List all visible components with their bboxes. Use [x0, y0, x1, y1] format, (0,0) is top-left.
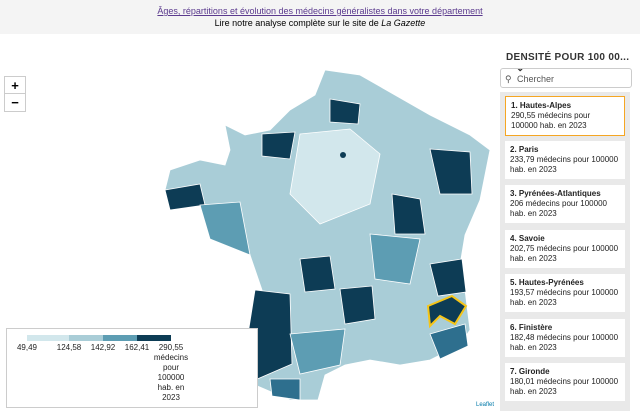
legend-unit: médecins pour 100000 hab. en 2023: [153, 353, 189, 402]
region: [199, 201, 251, 256]
item-text: 202,75 médecins pour 100000 hab. en 2023: [510, 243, 619, 263]
ranking-item[interactable]: 3. Pyrénées-Atlantiques 206 médecins pour…: [505, 185, 625, 223]
zoom-out[interactable]: −: [4, 93, 26, 112]
search-icon: ⚲: [505, 74, 512, 84]
legend-swatch: [103, 335, 137, 341]
item-name: 3. Pyrénées-Atlantiques: [510, 189, 601, 198]
legend-swatch: [27, 335, 69, 341]
item-name: 7. Gironde: [510, 367, 550, 376]
region: [429, 258, 467, 297]
item-name: 5. Hautes-Pyrénées: [510, 278, 584, 287]
region: [299, 255, 336, 293]
legend-label: 49,49: [16, 343, 38, 352]
legend-label: 290,55: [158, 343, 184, 352]
header-subtitle: Lire notre analyse complète sur le site …: [214, 18, 379, 28]
legend-label: 142,92: [90, 343, 116, 352]
search-placeholder: Chercher: [517, 74, 555, 84]
map: [164, 69, 491, 401]
region: [339, 285, 376, 325]
ranking-item[interactable]: 7. Gironde 180,01 médecins pour 100000 ha…: [505, 363, 625, 401]
item-name: 1. Hautes-Alpes: [511, 101, 572, 110]
region: [289, 128, 381, 225]
region: [391, 193, 426, 235]
ranking-item[interactable]: 4. Savoie 202,75 médecins pour 100000 hab…: [505, 229, 625, 268]
header-source: La Gazette: [381, 18, 426, 28]
region: [429, 323, 469, 360]
ranking-item[interactable]: 2. Paris 233,79 médecins pour 100000 hab.…: [505, 140, 625, 179]
item-name: 4. Savoie: [510, 233, 545, 243]
zoom-in[interactable]: +: [4, 76, 26, 95]
ranking-list: 1. Hautes-Alpes 290,55 médecins pour 1000…: [500, 92, 630, 411]
legend-label: 124,58: [56, 343, 82, 352]
header-title[interactable]: Âges, répartitions et évolution des méde…: [157, 6, 483, 16]
header: Âges, répartitions et évolution des méde…: [0, 0, 640, 34]
region: [247, 289, 293, 381]
item-text: 206 médecins pour 100000 hab. en 2023: [510, 199, 607, 218]
region: [269, 378, 301, 401]
legend: 49,49 124,58 142,92 162,41 290,55 médecins po…: [6, 328, 258, 408]
item-text: 180,01 médecins pour 100000 hab. en 2023: [510, 377, 619, 396]
item-text: 193,57 médecins pour 100000 hab. en 2023: [510, 288, 619, 307]
item-text: 182,48 médecins pour 100000 hab. en 2023: [510, 332, 619, 352]
legend-bar: [27, 335, 171, 341]
item-name: 2. Paris: [510, 144, 539, 154]
legend-swatch: [137, 335, 171, 341]
ranking-item[interactable]: 1. Hautes-Alpes 290,55 médecins pour 1000…: [505, 96, 625, 136]
legend-swatch: [69, 335, 103, 341]
item-text: 290,55 médecins pour 100000 hab. en 2023: [511, 111, 591, 130]
item-text: 233,79 médecins pour 100000 hab. en 2023: [510, 154, 619, 174]
highlight: [426, 294, 468, 329]
search-box[interactable]: ⚲ Chercher: [500, 68, 632, 88]
region: [329, 98, 361, 125]
ranking-item[interactable]: 6. Finistère 182,48 médecins pour 100000 …: [505, 318, 625, 357]
paris: [340, 152, 346, 158]
region: [369, 233, 421, 285]
ranking-item[interactable]: 5. Hautes-Pyrénées 193,57 médecins pour 1…: [505, 274, 625, 312]
attribution[interactable]: Leaflet: [476, 402, 495, 408]
region: [429, 148, 473, 195]
indicator-label: DENSITÉ POUR 100 00...: [506, 52, 630, 63]
region: [289, 328, 346, 375]
region: [261, 131, 296, 160]
item-name: 6. Finistère: [510, 322, 553, 332]
legend-label: 162,41: [124, 343, 150, 352]
